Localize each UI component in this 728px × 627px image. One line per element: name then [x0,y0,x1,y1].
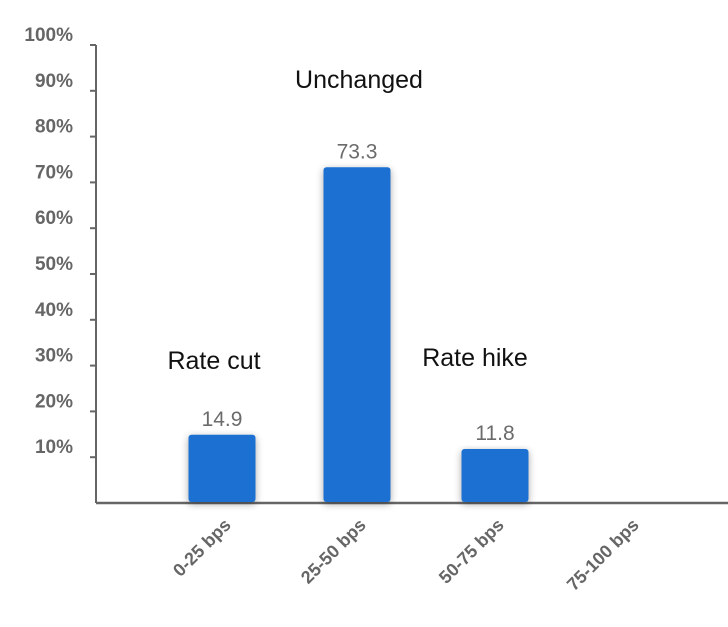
annotation-label: Rate hike [422,344,528,372]
x-tick-label: 50-75 bps [435,515,508,588]
y-tick-label: 10% [35,437,73,458]
y-tick-label: 70% [35,162,73,183]
bar-value-label: 73.3 [337,140,378,163]
y-tick-label: 40% [35,300,73,321]
y-tick-label: 30% [35,346,73,367]
bar [461,448,529,502]
annotation-label: Unchanged [295,66,423,94]
y-tick-label: 20% [35,391,73,412]
y-tick-label: 90% [35,71,73,92]
y-tick-label: 80% [35,117,73,138]
x-tick-label: 75-100 bps [563,515,643,595]
y-tick-label: 100% [24,25,73,46]
bar-value-label: 14.9 [202,408,243,431]
y-tick-label: 50% [35,254,73,275]
bar [188,434,256,502]
bar-value-label: 11.8 [475,422,514,445]
x-tick-label: 25-50 bps [297,515,370,588]
x-tick-label: 0-25 bps [169,515,235,581]
y-tick-label: 60% [35,208,73,229]
annotation-label: Rate cut [167,347,260,375]
bar [323,167,391,502]
